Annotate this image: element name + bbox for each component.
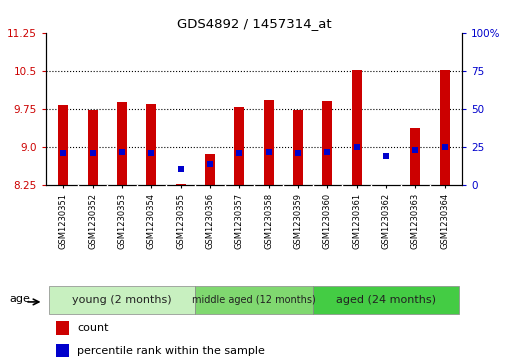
Bar [293,110,303,185]
Bar [49,286,196,314]
Point [411,147,420,153]
Text: GSM1230353: GSM1230353 [117,193,126,249]
Bar [264,100,274,185]
Text: GSM1230354: GSM1230354 [147,193,156,249]
Bar [56,322,70,335]
Text: GSM1230359: GSM1230359 [294,193,302,249]
Point [440,144,449,150]
Point [294,150,302,156]
Text: percentile rank within the sample: percentile rank within the sample [77,346,265,356]
Text: GSM1230351: GSM1230351 [59,193,68,249]
Bar [146,104,156,185]
Text: young (2 months): young (2 months) [72,295,172,305]
Bar [352,70,362,185]
Bar [58,105,69,185]
Bar [234,107,244,185]
Bar [205,154,215,185]
Text: age: age [9,294,30,304]
Text: aged (24 months): aged (24 months) [336,295,436,305]
Point [59,150,68,156]
Text: GSM1230358: GSM1230358 [264,193,273,249]
Bar [56,344,70,357]
Point [382,153,390,159]
Text: GSM1230364: GSM1230364 [440,193,449,249]
Text: count: count [77,323,109,333]
Point [265,150,273,155]
Bar [176,184,186,185]
Point [177,166,185,172]
Bar [87,110,98,185]
Bar [312,286,459,314]
Point [147,150,155,156]
Text: GSM1230355: GSM1230355 [176,193,185,249]
Bar [196,286,312,314]
Text: GSM1230363: GSM1230363 [411,193,420,249]
Title: GDS4892 / 1457314_at: GDS4892 / 1457314_at [177,17,331,30]
Text: GSM1230360: GSM1230360 [323,193,332,249]
Text: GSM1230361: GSM1230361 [352,193,361,249]
Point [323,149,331,155]
Text: GSM1230352: GSM1230352 [88,193,97,249]
Bar [322,101,332,185]
Point [88,150,97,156]
Text: GSM1230362: GSM1230362 [382,193,391,249]
Bar [117,102,127,185]
Point [353,144,361,150]
Text: middle aged (12 months): middle aged (12 months) [192,295,316,305]
Bar [410,128,421,185]
Point [118,150,126,155]
Point [235,150,243,156]
Point [206,160,214,166]
Text: GSM1230357: GSM1230357 [235,193,244,249]
Text: GSM1230356: GSM1230356 [206,193,214,249]
Bar [439,70,450,185]
